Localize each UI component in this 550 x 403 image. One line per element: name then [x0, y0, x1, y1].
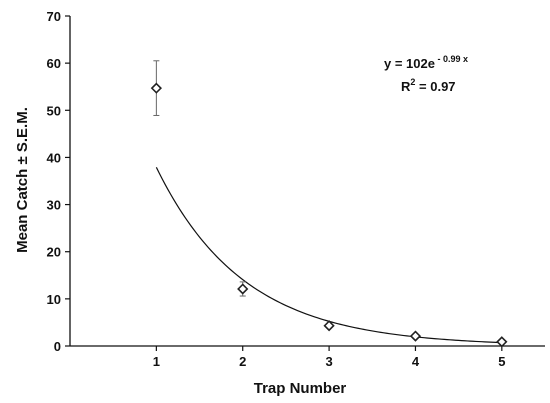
- trendline-curve: [155, 167, 502, 344]
- r2-superscript: 2: [410, 77, 415, 87]
- data-point-4: [409, 330, 422, 342]
- y-tick-label-50: 50: [47, 103, 61, 118]
- data-point-1: [150, 82, 162, 94]
- data-point-3: [323, 320, 335, 332]
- equation-prefix: y = 102e: [384, 56, 435, 71]
- y-tick-label-40: 40: [47, 150, 61, 165]
- trendline-equation: y = 102e - 0.99 x: [384, 54, 468, 71]
- data-point-2: [237, 283, 249, 295]
- x-tick-label-4: 4: [412, 354, 420, 369]
- tick-labels: 0 10 20 30 40 50 60 70 1 2 3 4 5: [47, 9, 506, 369]
- x-tick-label-1: 1: [153, 354, 160, 369]
- axes: [65, 15, 545, 351]
- y-tick-label-30: 30: [47, 198, 61, 213]
- y-axis-title: Mean Catch ± S.E.M.: [14, 107, 31, 253]
- y-tick-label-10: 10: [47, 292, 61, 307]
- y-tick-label-0: 0: [54, 339, 61, 354]
- r-squared-label: R2 = 0.97: [401, 77, 456, 94]
- x-axis-title: Trap Number: [254, 380, 347, 397]
- y-tick-label-60: 60: [47, 56, 61, 71]
- equation-exponent: - 0.99 x: [435, 54, 468, 64]
- x-tick-label-3: 3: [325, 354, 332, 369]
- x-tick-label-5: 5: [498, 354, 505, 369]
- data-point-5: [496, 336, 508, 348]
- trendline-layer: [155, 167, 502, 344]
- r2-prefix: R: [401, 79, 411, 94]
- data-markers: [150, 82, 508, 348]
- x-tick-label-2: 2: [239, 354, 246, 369]
- y-tick-label-70: 70: [47, 9, 61, 24]
- y-tick-label-20: 20: [47, 245, 61, 260]
- r2-value: = 0.97: [415, 79, 455, 94]
- error-bars: [153, 60, 505, 344]
